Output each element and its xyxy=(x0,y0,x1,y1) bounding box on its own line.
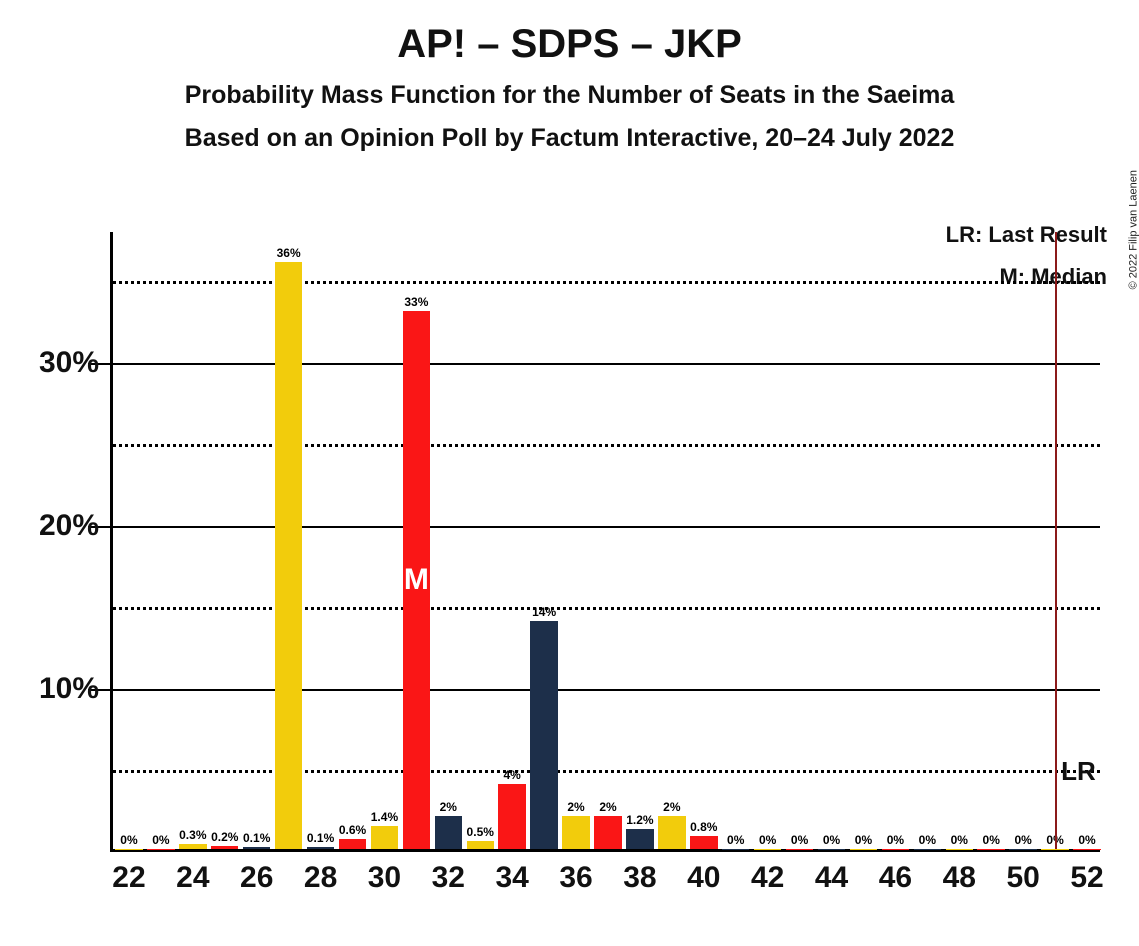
x-axis-label: 30 xyxy=(368,861,401,895)
bar-value-label: 33% xyxy=(404,295,428,309)
x-axis-label: 50 xyxy=(1006,861,1039,895)
chart-title: AP! – SDPS – JKP xyxy=(0,22,1139,67)
chart-bar: 1.2% xyxy=(626,829,653,849)
x-axis-label: 52 xyxy=(1070,861,1103,895)
y-axis-label: 20% xyxy=(39,509,99,543)
bar-value-label: 2% xyxy=(567,800,584,814)
bar-value-label: 1.2% xyxy=(626,813,653,827)
bar-value-label: 2% xyxy=(599,800,616,814)
x-axis-label: 24 xyxy=(176,861,209,895)
y-axis-label: 30% xyxy=(39,346,99,380)
bar-value-label: 2% xyxy=(440,800,457,814)
chart-subtitle2: Based on an Opinion Poll by Factum Inter… xyxy=(0,124,1139,153)
chart-bar: 0.5% xyxy=(467,841,494,849)
chart-bar: 2% xyxy=(594,816,621,849)
chart-bar: 0.8% xyxy=(690,836,717,849)
x-axis-label: 26 xyxy=(240,861,273,895)
chart-bar: 33%M xyxy=(403,311,430,849)
bar-value-label: 0% xyxy=(887,833,904,847)
x-axis-label: 38 xyxy=(623,861,656,895)
last-result-line xyxy=(1055,232,1057,849)
chart-plot-area: 10%20%30%0%0%0.3%0.2%0.1%36%0.1%0.6%1.4%… xyxy=(110,232,1100,852)
bar-value-label: 0.6% xyxy=(339,823,366,837)
x-axis-label: 22 xyxy=(112,861,145,895)
bar-value-label: 1.4% xyxy=(371,810,398,824)
last-result-label: LR xyxy=(1061,756,1096,787)
x-axis-label: 34 xyxy=(496,861,529,895)
bar-value-label: 4% xyxy=(504,768,521,782)
bar-value-label: 0% xyxy=(823,833,840,847)
chart-bar: 4% xyxy=(498,784,525,849)
copyright-text: © 2022 Filip van Laenen xyxy=(1127,170,1139,289)
x-axis-label: 44 xyxy=(815,861,848,895)
bar-value-label: 0.5% xyxy=(467,825,494,839)
bar-value-label: 36% xyxy=(277,246,301,260)
bar-value-label: 0.8% xyxy=(690,820,717,834)
chart-bar: 2% xyxy=(562,816,589,849)
chart-bar: 14% xyxy=(530,621,557,849)
bar-value-label: 0% xyxy=(983,833,1000,847)
x-axis-label: 42 xyxy=(751,861,784,895)
x-axis-label: 28 xyxy=(304,861,337,895)
bar-value-label: 2% xyxy=(663,800,680,814)
chart-bar: 0.3% xyxy=(179,844,206,849)
x-axis-label: 36 xyxy=(559,861,592,895)
chart-bar: 36% xyxy=(275,262,302,849)
chart-bar: 2% xyxy=(658,816,685,849)
chart-bar: 0.2% xyxy=(211,846,238,849)
bar-value-label: 0% xyxy=(1078,833,1095,847)
x-axis-label: 48 xyxy=(943,861,976,895)
chart-bar: 2% xyxy=(435,816,462,849)
bar-value-label: 0% xyxy=(919,833,936,847)
x-axis-label: 46 xyxy=(879,861,912,895)
bar-value-label: 0% xyxy=(759,833,776,847)
chart-subtitle: Probability Mass Function for the Number… xyxy=(0,81,1139,110)
bar-value-label: 0.1% xyxy=(307,831,334,845)
bar-value-label: 0.2% xyxy=(211,830,238,844)
bar-value-label: 0% xyxy=(152,833,169,847)
bar-value-label: 14% xyxy=(532,605,556,619)
bar-value-label: 0% xyxy=(855,833,872,847)
bar-value-label: 0% xyxy=(1014,833,1031,847)
bar-value-label: 0% xyxy=(951,833,968,847)
bar-value-label: 0.1% xyxy=(243,831,270,845)
y-axis-label: 10% xyxy=(39,672,99,706)
bar-value-label: 0% xyxy=(120,833,137,847)
bar-value-label: 0% xyxy=(791,833,808,847)
chart-bar: 0.1% xyxy=(243,847,270,849)
bar-value-label: 0% xyxy=(727,833,744,847)
bar-value-label: 0.3% xyxy=(179,828,206,842)
median-marker: M xyxy=(404,563,429,597)
chart-bar: 1.4% xyxy=(371,826,398,849)
x-axis-label: 32 xyxy=(432,861,465,895)
chart-bar: 0.6% xyxy=(339,839,366,849)
x-axis-label: 40 xyxy=(687,861,720,895)
chart-bar: 0.1% xyxy=(307,847,334,849)
